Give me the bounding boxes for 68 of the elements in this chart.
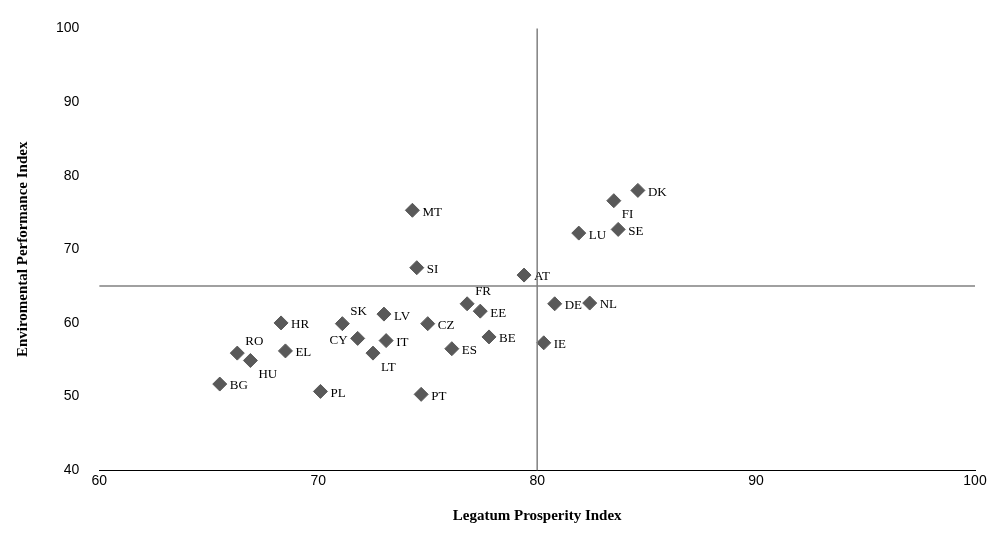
annotation: ES	[461, 342, 477, 358]
y-tick-label: 60	[63, 313, 80, 330]
annotation: FI	[621, 206, 634, 222]
point	[472, 303, 488, 319]
annotation: LT	[381, 358, 396, 374]
annotation: LV	[393, 307, 411, 323]
annotation: CZ	[437, 317, 455, 333]
point	[273, 315, 289, 331]
y-tick-label: 50	[63, 387, 80, 404]
point	[229, 345, 245, 361]
y-tick-label: 40	[63, 461, 80, 478]
annotation: PL	[330, 384, 346, 400]
point	[378, 333, 394, 349]
point	[516, 267, 532, 283]
point	[404, 202, 420, 218]
y-tick-label: 100	[56, 19, 80, 36]
point	[610, 221, 626, 237]
point	[420, 316, 436, 332]
annotation: EL	[295, 344, 312, 360]
point	[571, 225, 587, 241]
x-tick-label: 60	[91, 472, 108, 489]
point	[277, 343, 293, 359]
point	[376, 306, 392, 322]
annotation: MT	[422, 203, 442, 219]
annotation: IE	[553, 336, 567, 352]
annotation: EE	[490, 304, 507, 320]
annotation: HR	[291, 316, 310, 332]
x-tick-label: 70	[310, 472, 327, 489]
annotation: DK	[647, 183, 668, 199]
x-tick-label: 90	[748, 472, 765, 489]
point	[630, 182, 646, 198]
point	[212, 376, 228, 392]
annotation: RO	[245, 332, 264, 348]
x-axis-title: Legatum Prosperity Index	[452, 506, 623, 523]
annotation: BG	[229, 377, 248, 393]
annotation: NL	[599, 296, 618, 312]
x-tick-label: 100	[963, 472, 987, 489]
point	[606, 193, 622, 209]
point	[312, 383, 328, 399]
point	[459, 296, 475, 312]
point	[547, 296, 563, 312]
point	[481, 329, 497, 345]
annotation: IT	[396, 334, 409, 350]
annotation: LU	[588, 226, 607, 242]
annotation: PT	[431, 387, 447, 403]
y-tick-label: 70	[63, 240, 80, 257]
x-tick-label: 80	[529, 472, 546, 489]
annotation: HU	[258, 365, 278, 381]
annotation: SK	[350, 303, 368, 319]
point	[582, 295, 598, 311]
annotation: DE	[564, 297, 583, 313]
annotation: AT	[534, 268, 550, 284]
point	[413, 386, 429, 402]
annotation: FR	[475, 283, 492, 299]
point	[444, 341, 460, 357]
point	[334, 316, 350, 332]
point	[536, 335, 552, 351]
annotation: BE	[499, 330, 516, 346]
point	[365, 345, 381, 361]
annotation: SE	[628, 222, 644, 238]
annotation: SI	[426, 261, 439, 277]
point	[350, 330, 366, 346]
y-tick-label: 90	[63, 92, 80, 109]
point	[409, 260, 425, 276]
annotation: CY	[329, 331, 349, 347]
point	[242, 352, 258, 368]
y-tick-label: 80	[63, 166, 80, 183]
y-axis-title: Enviromental Performance Index	[13, 141, 30, 358]
